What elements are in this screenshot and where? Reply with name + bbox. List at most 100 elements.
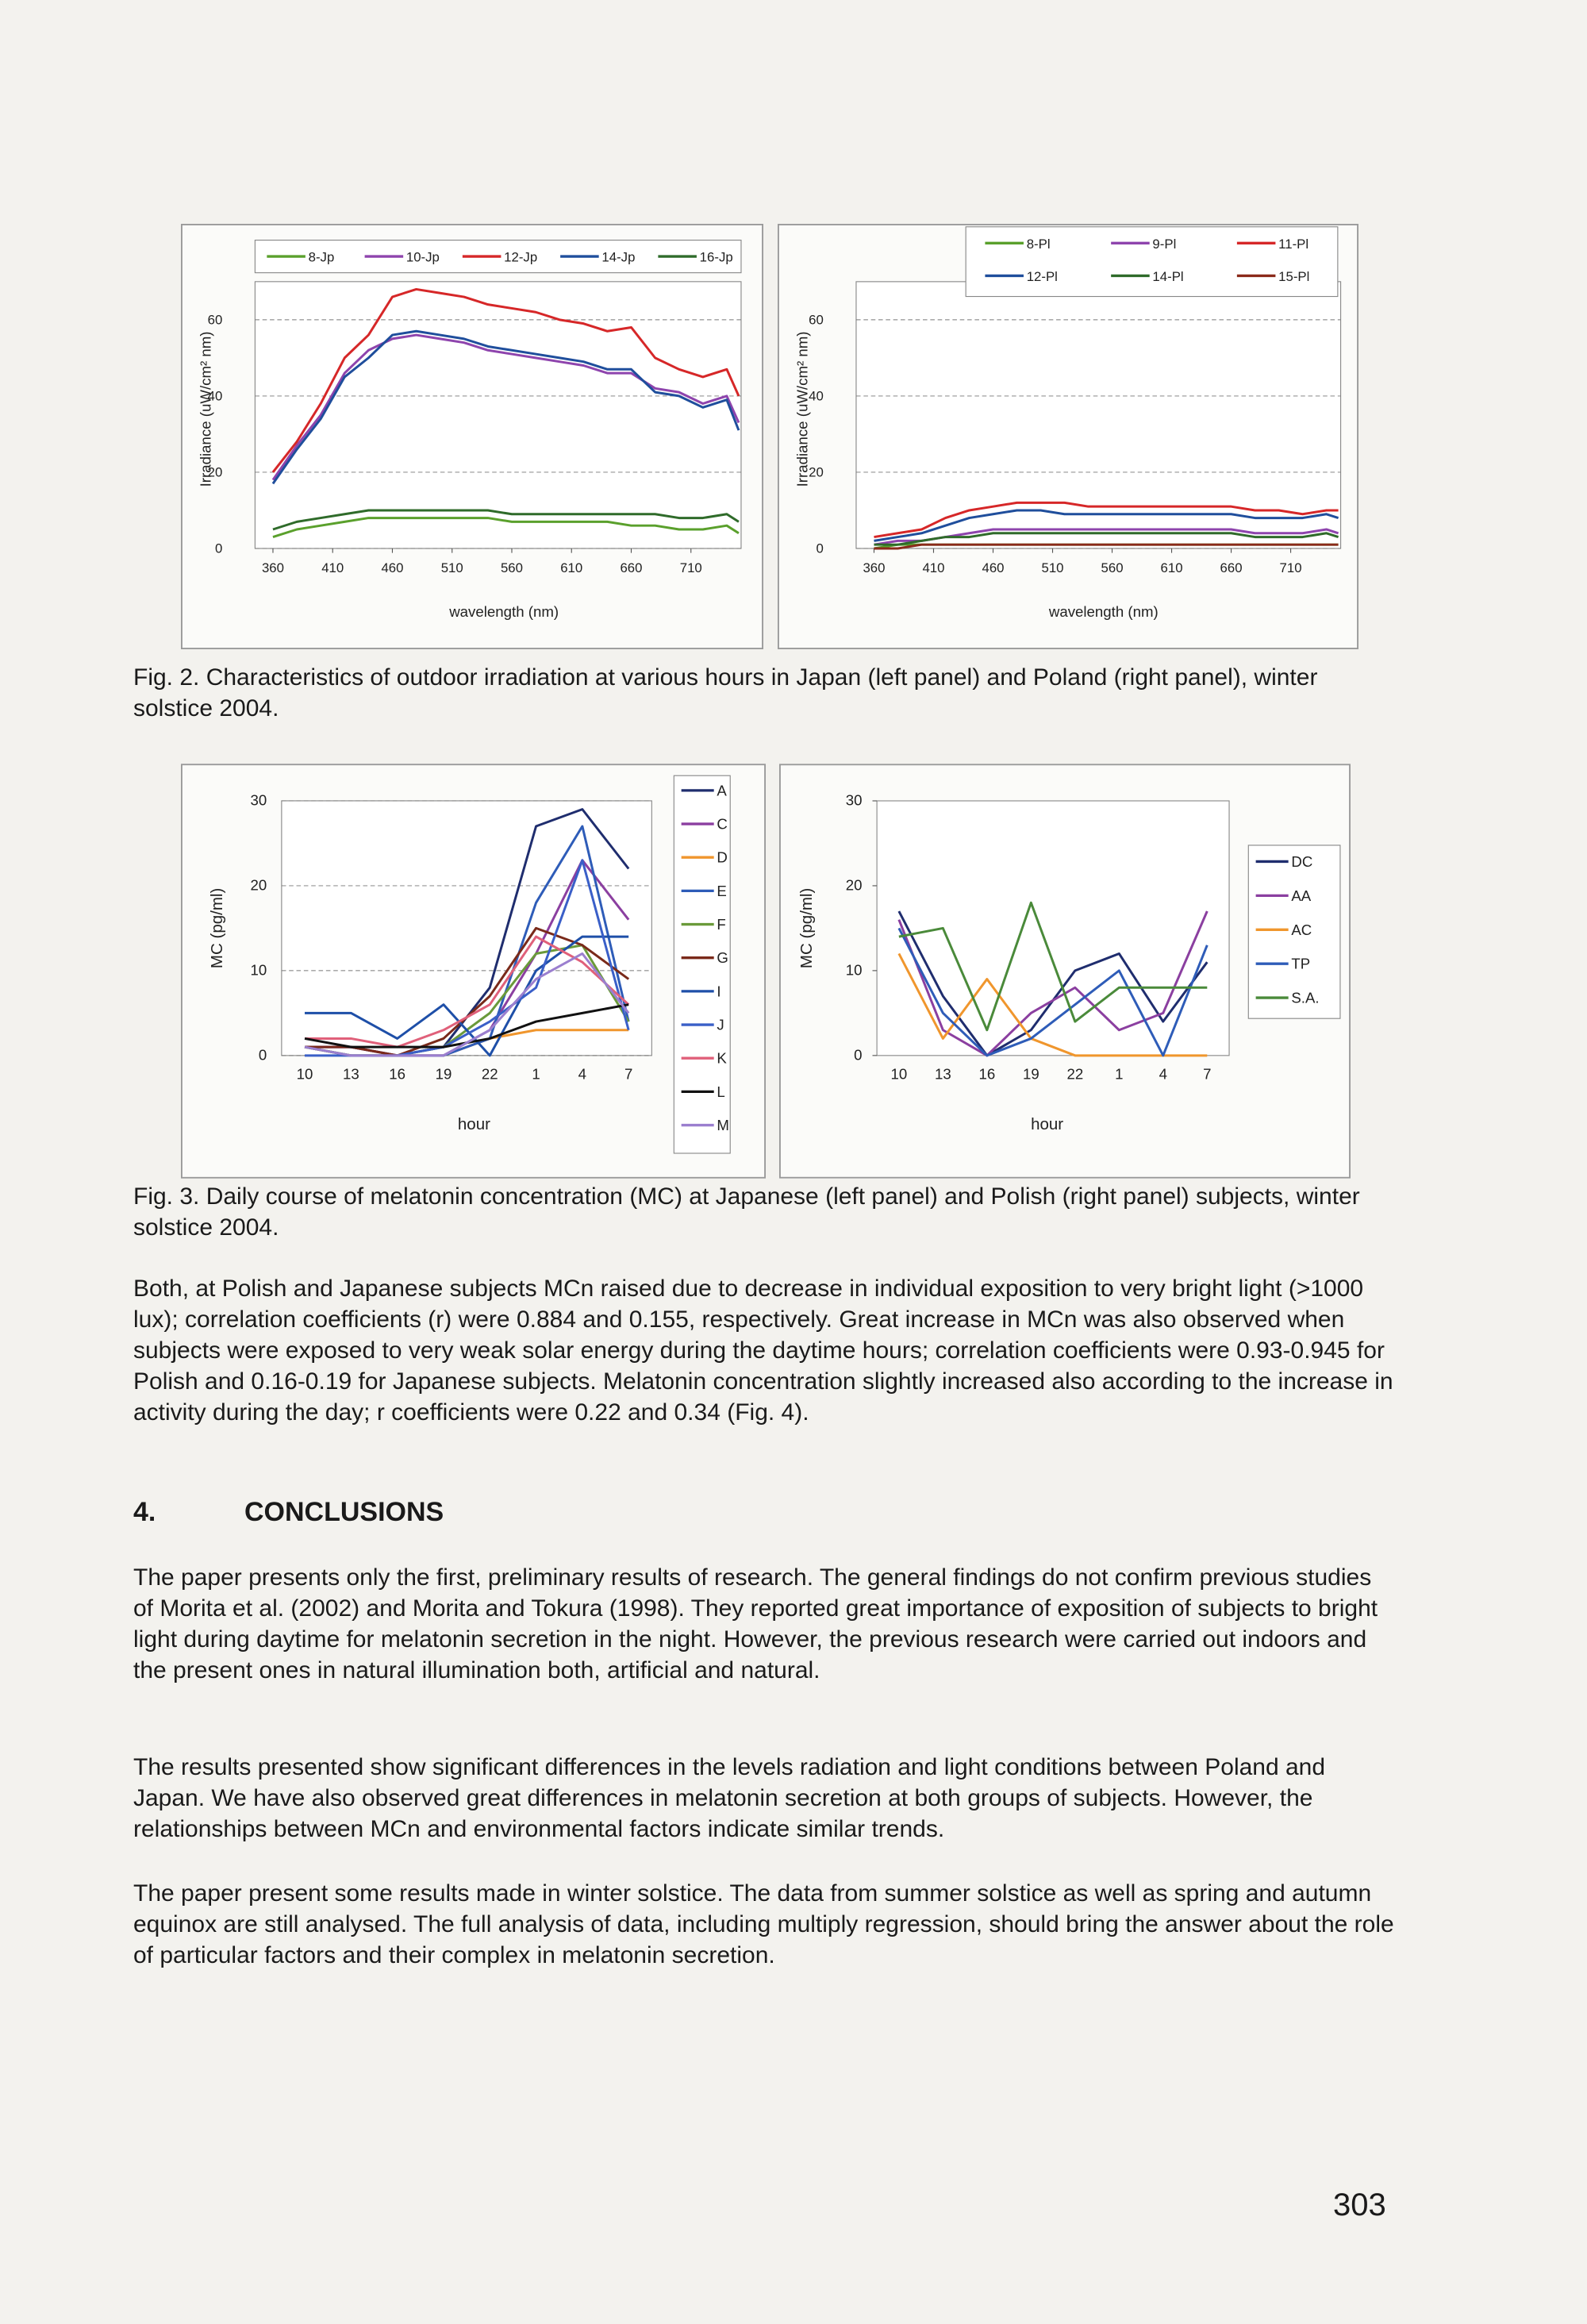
x-axis-label: hour [1031,1115,1063,1133]
panel-border [181,764,766,1179]
data-line [305,935,629,1057]
y-tick-label: 10 [250,961,267,978]
y-tick-label: 60 [208,312,223,327]
chart-panel: 0 20 40 60 360 410 460 510 560 610 660 710 wavelengt… [181,224,763,649]
legend-label: 12-Pl [1027,269,1058,284]
plot-area [855,281,1342,549]
data-line [304,952,630,1057]
figure-caption: Fig. 3. Daily course of melatonin concen… [133,1183,1360,1241]
legend-label: DC [1291,853,1312,870]
y-tick-label: 60 [809,312,824,327]
legend-label: S.A. [1291,990,1319,1006]
x-tick-label: 13 [935,1066,951,1083]
legend-label: 15-Pl [1278,269,1309,284]
y-tick-label: 20 [208,465,223,480]
y-tick-label: 30 [846,792,863,809]
figure-caption: Fig. 2. Characteristics of outdoor irrad… [133,664,1318,721]
panel-border [779,764,1351,1179]
y-tick-label: 40 [809,389,824,404]
data-line [897,927,1209,1057]
data-line [271,329,740,485]
data-line [271,333,740,481]
legend-label: 14-Jp [601,250,635,265]
x-tick-label: 7 [1203,1066,1211,1083]
page-number: 303 [1333,2187,1386,2222]
paragraph: Both, at Polish and Japanese subjects MC… [133,1276,1393,1426]
y-tick-label: 0 [854,1046,862,1063]
plot-area [876,800,1230,1056]
section-number: 4. [133,1497,156,1527]
chart-panel: 0 20 40 60 360 410 460 510 560 610 660 710 wavelengt… [778,224,1358,649]
y-tick-label: 20 [250,877,267,894]
x-tick-label: 1 [1115,1066,1123,1083]
paragraph: The paper present some results made in w… [133,1880,1394,1968]
legend-label: AC [1291,922,1312,938]
x-tick-label: 13 [343,1066,359,1083]
x-tick-label: 660 [620,560,642,575]
x-tick-label: 460 [381,560,403,575]
legend-label: 8-Jp [309,250,335,265]
legend-label: 10-Jp [406,250,440,265]
legend-label: G [717,949,728,966]
chart-panel: 0 10 20 30 10 13 16 19 22 1 4 7 hour MC (pg/ml) A CD E FG… [181,764,766,1179]
legend-label: 9-Pl [1152,237,1176,252]
legend-label: J [717,1017,724,1033]
legend-box [1247,845,1341,1019]
x-tick-label: 360 [863,560,885,575]
x-tick-label: 10 [890,1066,907,1083]
x-tick-label: 19 [1023,1066,1039,1083]
x-axis-label: hour [458,1115,490,1133]
legend-label: M [717,1117,729,1133]
x-tick-label: 610 [560,560,582,575]
legend-label: 14-Pl [1152,269,1183,284]
panel-border [181,224,763,649]
legend-label: D [717,849,727,866]
x-tick-label: 1 [532,1066,540,1083]
y-tick-label: 30 [250,792,267,809]
data-line [272,517,740,539]
legend-label: E [717,883,726,899]
legend-label: AA [1291,887,1311,904]
legend-label: A [717,782,727,798]
data-line [874,528,1339,546]
data-line [874,543,1339,550]
x-tick-label: 460 [982,560,1004,575]
data-line [874,501,1339,539]
x-tick-label: 4 [578,1066,586,1083]
legend-label: 11-Pl [1278,237,1308,252]
x-tick-label: 16 [389,1066,405,1083]
x-tick-label: 360 [262,560,284,575]
x-tick-label: 410 [321,560,344,575]
legend-label: 12-Jp [504,250,537,265]
paragraph: The paper presents only the first, preli… [133,1564,1378,1683]
paragraph: The results presented show significant d… [133,1754,1326,1842]
x-axis-label: wavelength (nm) [1048,603,1159,620]
legend-label: F [717,916,725,933]
y-tick-label: 40 [208,389,223,404]
plot-area [254,281,742,549]
y-axis-label: Irradiance (uW/cm² nm) [794,331,810,487]
x-tick-label: 10 [297,1066,313,1083]
x-tick-label: 560 [501,560,523,575]
legend-label: L [717,1083,724,1100]
legend-label: 8-Pl [1027,237,1051,252]
x-tick-label: 660 [1220,560,1243,575]
x-tick-label: 22 [482,1066,498,1083]
x-tick-label: 7 [624,1066,632,1083]
x-tick-label: 560 [1101,560,1124,575]
y-tick-label: 20 [809,465,824,480]
legend-label: TP [1291,956,1310,972]
y-tick-label: 0 [215,541,222,556]
legend-box [965,226,1339,298]
legend-label: I [717,983,720,999]
y-axis-label: MC (pg/ml) [208,888,226,968]
x-tick-label: 610 [1161,560,1183,575]
x-tick-label: 22 [1066,1066,1083,1083]
data-line [897,910,1209,1057]
x-tick-label: 510 [1042,560,1064,575]
panel-border [778,224,1358,649]
x-tick-label: 19 [436,1066,452,1083]
data-line [874,509,1339,542]
y-tick-label: 20 [846,877,863,894]
